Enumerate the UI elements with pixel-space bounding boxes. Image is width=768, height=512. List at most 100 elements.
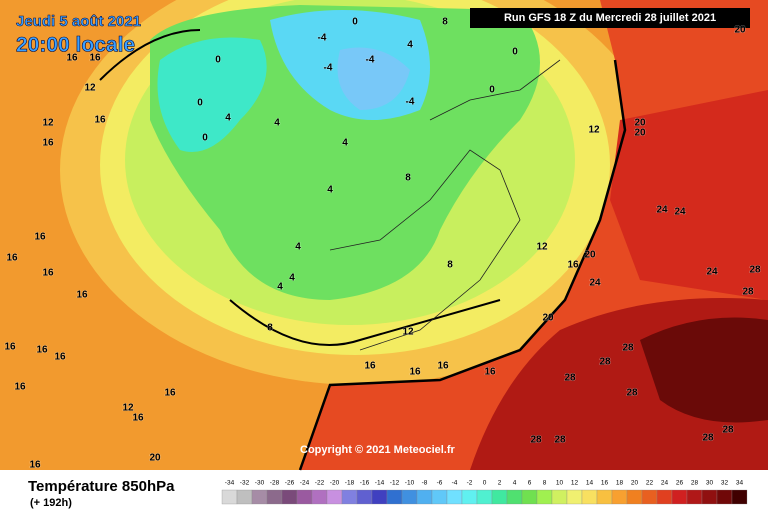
contour-label: -4 [318,33,327,44]
scale-label: 14 [586,480,594,487]
contour-label: 12 [84,83,96,94]
contour-label: 4 [407,40,413,51]
contour-label: 4 [342,138,348,149]
contour-label: 28 [564,373,576,384]
contour-label: 16 [42,138,54,149]
contour-label: 16 [437,361,449,372]
scale-label: 6 [528,480,532,487]
scale-swatch [416,489,433,505]
contour-label: 28 [530,435,542,446]
scale-swatch [671,489,688,505]
hot-zone [610,90,768,300]
contour-label: 12 [588,125,600,136]
contour-label: 16 [54,352,66,363]
scale-label: 2 [498,480,502,487]
very-hot-zone [640,317,768,423]
contour-label: 0 [352,17,358,28]
scale-label: 10 [556,480,564,487]
isotherm [298,59,627,471]
contour-label: 24 [674,207,686,218]
scale-swatch [521,489,538,505]
scale-swatch [401,489,418,505]
scale-swatch [716,489,733,505]
scale-label: -2 [467,480,473,487]
contour-label: 20 [542,313,554,324]
scale-label: 30 [706,480,714,487]
scale-label: -26 [285,480,295,487]
contour-label: 12 [42,118,54,129]
contour-label: 28 [702,433,714,444]
contour-label: 16 [132,413,144,424]
contour-label: 16 [164,388,176,399]
scale-swatch [611,489,628,505]
contour-label: 28 [554,435,566,446]
contour-label: 28 [749,265,761,276]
scale-label: -24 [300,480,310,487]
contour-label: 0 [197,98,203,109]
contour-label: 16 [89,53,101,64]
scale-label: -4 [452,480,458,487]
contour-label: 4 [277,282,283,293]
scale-label: 8 [543,480,547,487]
scale-swatch [656,489,673,505]
contour-label: 20 [584,250,596,261]
contour-label: 16 [66,53,78,64]
contour-label: 16 [94,115,106,126]
scale-swatch [371,489,388,505]
contour-label: 16 [14,382,26,393]
scale-label: -34 [225,480,235,487]
contour-label: 16 [76,290,88,301]
scale-label: -28 [270,480,280,487]
scale-label: -6 [437,480,443,487]
contour-label: 4 [225,113,231,124]
scale-swatch [506,489,523,505]
scale-swatch [536,489,553,505]
forecast-time: 20:00 locale [16,34,135,57]
contour-label: 20 [634,118,646,129]
scale-swatch [386,489,403,505]
scale-swatch [356,489,373,505]
contour-label: 0 [489,85,495,96]
contour-label: 16 [567,260,579,271]
contour-label: 28 [722,425,734,436]
scale-swatch [491,489,508,505]
contour-label: 0 [512,47,518,58]
scale-swatch [551,489,568,505]
contour-label: 16 [484,367,496,378]
contour-label: 16 [42,268,54,279]
contour-label: 16 [4,342,16,353]
contour-label: 28 [626,388,638,399]
scale-swatch [596,489,613,505]
scale-label: 12 [571,480,579,487]
forecast-date: Jeudi 5 août 2021 [16,13,141,30]
contour-label: 16 [29,460,41,471]
scale-swatch [326,489,343,505]
contour-label: 16 [409,367,421,378]
contour-label: 4 [274,118,280,129]
scale-swatch [236,489,253,505]
scale-swatch [701,489,718,505]
scale-swatch [221,489,238,505]
contour-label: 16 [6,253,18,264]
scale-swatch [476,489,493,505]
contour-label: -4 [406,97,415,108]
scale-swatch [566,489,583,505]
scale-swatch [461,489,478,505]
contour-label: 12 [536,242,548,253]
scale-swatch [581,489,598,505]
scale-label: 32 [721,480,729,487]
contour-label: 8 [442,17,448,28]
contour-label: 24 [706,267,718,278]
lead-time: (+ 192h) [30,497,72,509]
scale-label: -14 [375,480,385,487]
scale-swatch [266,489,283,505]
contour-label: 8 [447,260,453,271]
legend-title: Température 850hPa [28,478,175,495]
contour-label: -4 [324,63,333,74]
scale-swatch [446,489,463,505]
contour-label: 24 [656,205,668,216]
contour-label: 8 [405,173,411,184]
contour-label: 28 [742,287,754,298]
contour-label: 16 [364,361,376,372]
